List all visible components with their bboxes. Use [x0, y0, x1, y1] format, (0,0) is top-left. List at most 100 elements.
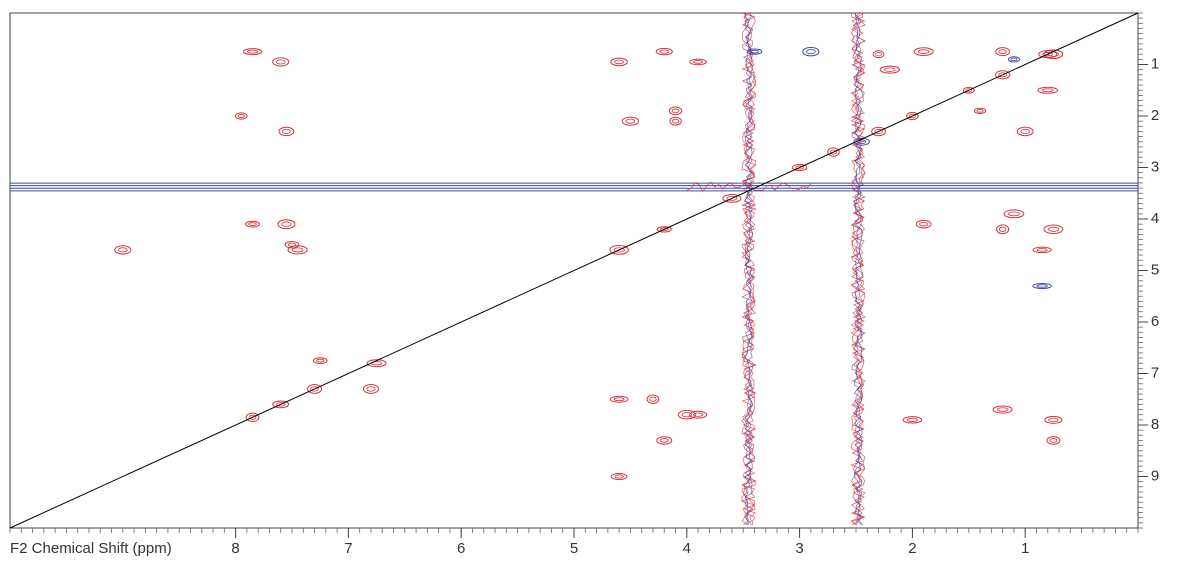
x-tick-label: 8 [231, 540, 239, 557]
peak-contour-inner [1010, 57, 1018, 62]
peak-contour [272, 400, 290, 409]
peak-contour [646, 394, 660, 404]
peak-contour [609, 245, 629, 255]
peak-contour [277, 219, 296, 230]
peak-contour [677, 409, 696, 420]
peak-contour-inner [875, 52, 882, 57]
peak-contour-inner [693, 412, 704, 417]
peak-contour [234, 112, 248, 120]
peak-contour [962, 86, 975, 94]
peak-contour-inner [671, 108, 680, 114]
peak-contour-inner [248, 414, 257, 420]
peak-contour-inner [248, 222, 257, 226]
y-tick-label: 9 [1151, 467, 1159, 484]
peak-contour-inner [1042, 52, 1054, 57]
peak-contour [287, 245, 308, 255]
peak-contour-inner [671, 118, 680, 124]
ridge-vertical [853, 12, 863, 526]
peak-contour [913, 47, 934, 56]
peak-contour [284, 240, 300, 249]
peak-contour-inner [659, 227, 669, 232]
peak-contour-inner [117, 247, 128, 253]
peak-contour [362, 384, 379, 394]
peak-contour-inner [247, 49, 258, 54]
peak-contour-inner [625, 118, 636, 124]
x-tick-label: 2 [908, 540, 916, 557]
peak-contour-inner [1036, 248, 1048, 252]
peak-contour [242, 48, 263, 56]
peak-contour [272, 57, 290, 67]
peak-contour [1044, 415, 1063, 424]
peak-contour-inner [1047, 226, 1059, 232]
peak-contour [973, 107, 987, 115]
x-tick-label: 1 [1021, 540, 1029, 557]
y-tick-label: 3 [1151, 158, 1159, 175]
peak-contour [656, 436, 673, 445]
peak-contour-inner [998, 49, 1007, 55]
peak-contour [1003, 209, 1025, 219]
peak-contour [1046, 436, 1061, 445]
peak-contour-inner [795, 165, 804, 170]
peak-contour [610, 472, 628, 481]
peak-contour-inner [750, 49, 759, 54]
peak-contour [722, 194, 742, 203]
x-axis-label: F2 Chemical Shift (ppm) [10, 540, 172, 557]
peak-contour [827, 147, 840, 157]
peak-contour [1032, 282, 1052, 289]
peak-contour [746, 48, 763, 55]
peak-contour [245, 412, 260, 422]
peak-contour [1007, 56, 1020, 63]
peak-contour-inner [281, 128, 291, 134]
peak-contour [992, 405, 1013, 414]
peak-contour-inner [613, 397, 625, 402]
peak-contour-inner [649, 396, 657, 402]
peak-contour [114, 245, 132, 255]
peak-contour-inner [976, 109, 984, 113]
peak-contour-inner [275, 59, 286, 65]
peak-contour-inner [1049, 438, 1058, 443]
peak-contour-inner [884, 67, 896, 72]
y-tick-label: 2 [1151, 107, 1159, 124]
peak-contour [1032, 246, 1052, 254]
peak-contour-inner [310, 386, 319, 392]
peak-contour [1043, 224, 1064, 235]
peak-contour [609, 395, 629, 403]
peak-contour-inner [856, 139, 867, 144]
peak-contour-inner [1008, 211, 1020, 217]
peak-contour [1016, 126, 1034, 137]
peak-contour-inner [614, 59, 625, 65]
peak-contour-inner [614, 474, 624, 479]
peak-contour-inner [908, 113, 916, 119]
peak-contour [307, 384, 323, 394]
peak-contour-inner [829, 149, 838, 155]
x-tick-label: 3 [795, 540, 803, 557]
peak-contour-inner [659, 438, 669, 443]
peak-contour [915, 219, 932, 229]
peak-contour [245, 220, 260, 228]
peak-contour-inner [726, 196, 738, 201]
peak-contour [802, 46, 820, 57]
peak-contour-inner [1036, 284, 1048, 288]
peak-contour [791, 163, 808, 172]
peak-contour-inner [965, 88, 973, 93]
peak-contour [621, 116, 640, 126]
peak-contour [689, 410, 708, 419]
peak-contour [872, 50, 885, 59]
y-tick-label: 4 [1151, 210, 1159, 227]
peak-contour [1043, 49, 1064, 60]
peak-contour [1037, 86, 1059, 94]
peak-contour-inner [1041, 88, 1054, 93]
y-tick-label: 5 [1151, 261, 1159, 278]
peak-contour-inner [316, 358, 325, 363]
peak-contour [366, 359, 387, 368]
peak-contour [902, 416, 923, 424]
peak-contour-inner [918, 49, 930, 54]
x-tick-label: 5 [570, 540, 578, 557]
y-tick-label: 8 [1151, 416, 1159, 433]
peak-contour-inner [237, 114, 245, 118]
y-tick-label: 7 [1151, 364, 1159, 381]
peak-contour [906, 111, 919, 121]
peak-contour-inner [906, 417, 918, 422]
peak-contour [995, 47, 1010, 57]
ridge-vertical [740, 12, 757, 526]
